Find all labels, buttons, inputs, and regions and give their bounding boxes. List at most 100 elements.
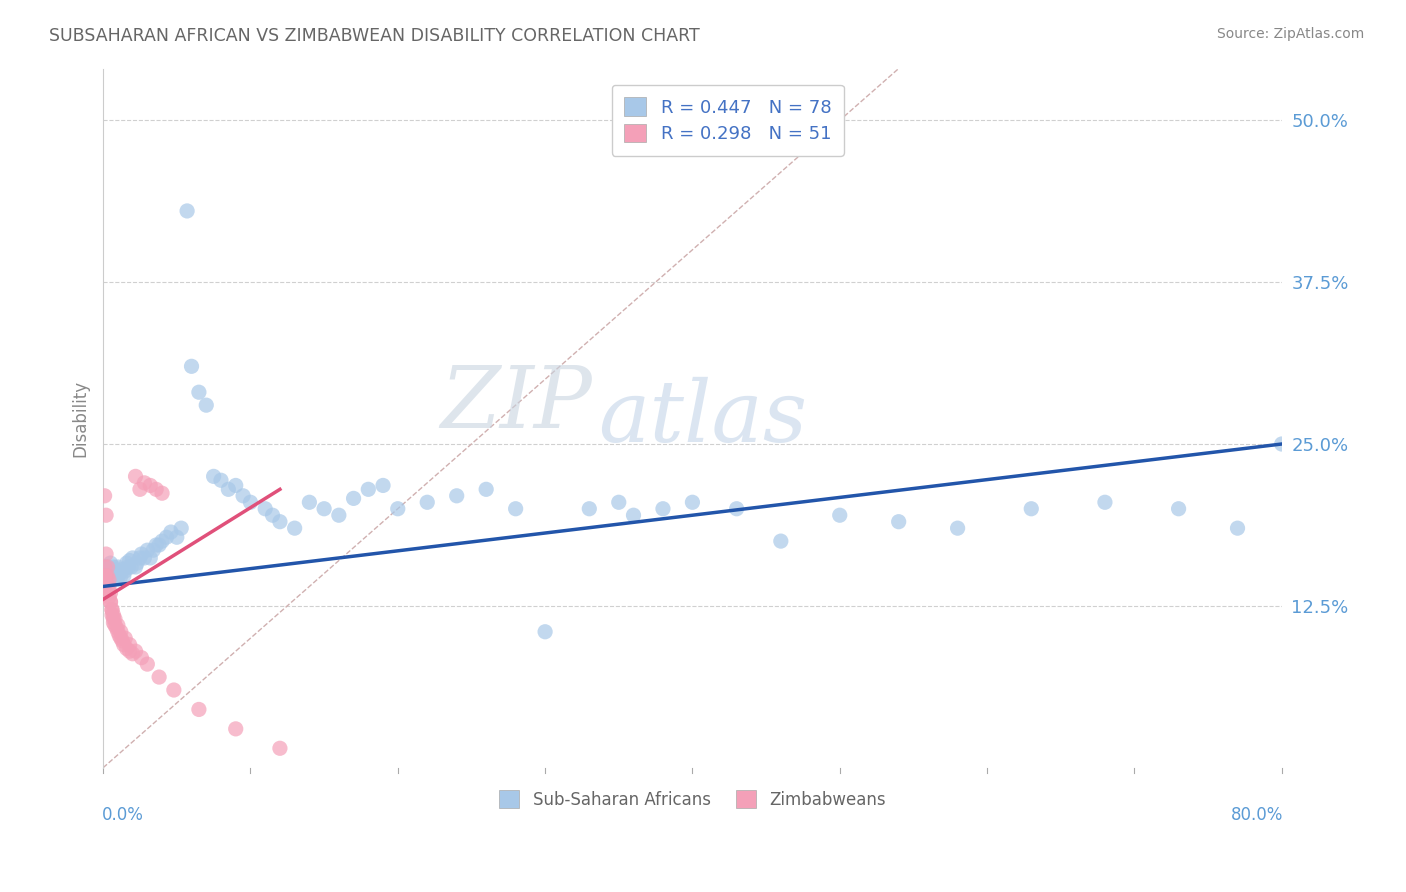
Point [225,722,247,736]
Point [416,495,439,509]
Point [104,612,127,626]
Point [187,385,209,400]
Point [314,501,336,516]
Point [145,538,167,552]
Point [124,469,146,483]
Point [100,586,122,600]
Point [217,483,239,497]
Point [120,560,142,574]
Legend: Sub-Saharan Africans, Zimbabweans: Sub-Saharan Africans, Zimbabweans [492,784,893,815]
Point [148,670,170,684]
Point [98,566,121,581]
Point [100,595,122,609]
Point [107,560,129,574]
Point [254,501,277,516]
Point [94,508,117,523]
Point [124,644,146,658]
Point [121,551,143,566]
Point [98,579,121,593]
Point [170,521,193,535]
Point [505,501,527,516]
Point [652,501,675,516]
Point [148,538,170,552]
Point [118,553,141,567]
Point [94,569,117,583]
Point [96,569,118,583]
Point [105,621,128,635]
Point [110,624,132,639]
Point [93,489,115,503]
Point [262,508,284,523]
Point [100,564,122,578]
Point [681,495,703,509]
Point [107,624,129,639]
Point [131,547,153,561]
Point [103,612,125,626]
Point [371,478,394,492]
Point [134,475,156,490]
Point [357,483,380,497]
Point [195,398,218,412]
Point [103,560,125,574]
Point [114,564,136,578]
Point [1226,521,1249,535]
Point [94,560,117,574]
Point [284,521,307,535]
Point [103,607,125,622]
Point [209,473,232,487]
Point [145,483,167,497]
Point [725,501,748,516]
Point [105,566,128,581]
Point [623,508,645,523]
Point [115,641,138,656]
Point [125,556,148,570]
Point [187,702,209,716]
Point [124,560,146,574]
Point [96,582,118,596]
Point [475,483,498,497]
Point [110,569,132,583]
Point [269,515,291,529]
Point [166,530,188,544]
Point [180,359,202,374]
Point [101,569,124,583]
Text: 0.0%: 0.0% [103,806,143,824]
Point [96,560,118,574]
Point [163,683,186,698]
Point [100,595,122,609]
Point [150,486,173,500]
Point [136,543,159,558]
Point [1094,495,1116,509]
Point [121,647,143,661]
Point [887,515,910,529]
Point [94,547,117,561]
Point [101,603,124,617]
Point [104,618,127,632]
Point [136,657,159,672]
Point [446,489,468,503]
Point [534,624,557,639]
Point [176,203,198,218]
Point [115,556,138,570]
Point [1019,501,1042,516]
Point [129,483,152,497]
Point [111,633,134,648]
Point [93,569,115,583]
Point [117,560,139,574]
Y-axis label: Disability: Disability [72,380,89,457]
Text: 80.0%: 80.0% [1230,806,1282,824]
Point [100,556,122,570]
Point [94,577,117,591]
Point [232,489,254,503]
Point [131,650,153,665]
Point [769,534,792,549]
Point [129,551,152,566]
Point [387,501,409,516]
Point [1167,501,1189,516]
Point [103,615,125,630]
Point [134,551,156,566]
Point [112,638,135,652]
Point [118,638,141,652]
Point [108,629,131,643]
Point [578,501,600,516]
